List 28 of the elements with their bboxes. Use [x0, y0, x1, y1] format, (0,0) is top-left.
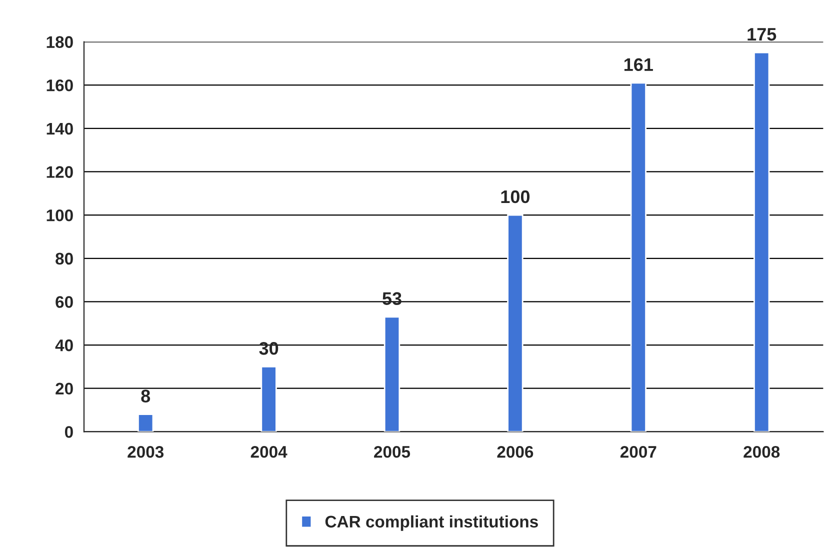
y-tick-label: 120: [46, 166, 73, 178]
data-label: 175: [748, 28, 776, 41]
bar: [754, 52, 770, 432]
y-tick-label: 180: [46, 36, 73, 48]
data-label: 100: [501, 190, 530, 204]
y-tick-label: 80: [56, 252, 73, 265]
bar: [138, 414, 154, 432]
y-tick-label: 100: [46, 209, 73, 222]
data-label: 161: [624, 58, 653, 72]
y-tick-label: 0: [64, 426, 73, 438]
bar: [630, 82, 646, 432]
bar: [260, 366, 277, 432]
x-tick-label: 2008: [744, 446, 780, 458]
x-tick-label: 2006: [497, 446, 534, 458]
legend-label: CAR compliant institutions: [325, 515, 538, 531]
y-tick-label: 40: [55, 339, 73, 352]
bar: [507, 214, 524, 432]
bar: [384, 316, 400, 432]
x-tick-label: 2004: [250, 446, 288, 458]
x-tick-label: 2003: [128, 446, 164, 458]
data-label: 8: [141, 390, 150, 402]
x-tick-label: 2005: [374, 446, 410, 458]
x-tick-label: 2007: [620, 446, 656, 458]
y-tick-label: 20: [56, 382, 73, 395]
y-tick-label: 140: [46, 122, 73, 135]
y-tick-label: 160: [46, 80, 73, 92]
data-label: 30: [259, 342, 278, 355]
y-tick-label: 60: [56, 296, 73, 308]
